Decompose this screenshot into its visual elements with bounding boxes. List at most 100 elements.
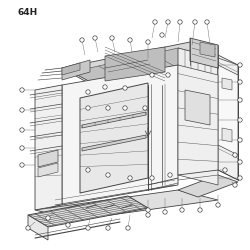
Circle shape: [124, 107, 126, 109]
Circle shape: [103, 85, 107, 89]
Polygon shape: [82, 135, 146, 151]
Circle shape: [20, 146, 24, 150]
Polygon shape: [178, 65, 218, 185]
Circle shape: [166, 73, 170, 77]
Circle shape: [46, 216, 50, 220]
Circle shape: [238, 160, 242, 164]
Circle shape: [106, 106, 110, 110]
Circle shape: [239, 161, 241, 163]
Polygon shape: [82, 112, 146, 128]
Circle shape: [154, 21, 156, 23]
Circle shape: [150, 176, 154, 180]
Circle shape: [93, 36, 97, 40]
Circle shape: [20, 128, 24, 132]
Circle shape: [87, 169, 89, 171]
Circle shape: [161, 34, 163, 36]
Circle shape: [87, 91, 89, 93]
Circle shape: [111, 37, 113, 39]
Circle shape: [21, 164, 23, 166]
Circle shape: [150, 73, 154, 77]
Circle shape: [239, 99, 241, 101]
Circle shape: [94, 37, 96, 39]
Circle shape: [216, 203, 220, 207]
Circle shape: [239, 177, 241, 179]
Circle shape: [205, 20, 209, 24]
Circle shape: [110, 36, 114, 40]
Polygon shape: [105, 47, 165, 81]
Circle shape: [168, 173, 172, 177]
Circle shape: [47, 217, 49, 219]
Circle shape: [233, 183, 237, 187]
Polygon shape: [222, 128, 232, 142]
Circle shape: [163, 210, 167, 214]
Circle shape: [129, 39, 131, 41]
Circle shape: [107, 227, 109, 229]
Circle shape: [107, 107, 109, 109]
Circle shape: [239, 64, 241, 66]
Circle shape: [166, 20, 170, 24]
Circle shape: [234, 184, 236, 186]
Circle shape: [21, 89, 23, 91]
Circle shape: [146, 40, 150, 44]
Circle shape: [87, 107, 89, 109]
Circle shape: [106, 226, 110, 230]
Circle shape: [21, 109, 23, 111]
Circle shape: [167, 21, 169, 23]
Circle shape: [224, 169, 226, 171]
Circle shape: [129, 177, 131, 179]
Circle shape: [151, 177, 153, 179]
Circle shape: [239, 139, 241, 141]
Circle shape: [160, 33, 164, 37]
Circle shape: [21, 147, 23, 149]
Circle shape: [198, 208, 202, 212]
Text: 64H: 64H: [17, 8, 37, 17]
Polygon shape: [80, 83, 148, 193]
Circle shape: [239, 81, 241, 83]
Circle shape: [123, 86, 127, 90]
Polygon shape: [62, 42, 218, 84]
Polygon shape: [178, 48, 218, 170]
Circle shape: [128, 176, 132, 180]
Circle shape: [104, 86, 106, 88]
Circle shape: [178, 20, 182, 24]
Polygon shape: [218, 65, 238, 155]
Polygon shape: [218, 55, 238, 180]
Circle shape: [81, 39, 83, 41]
Circle shape: [146, 208, 150, 212]
Polygon shape: [222, 78, 232, 90]
Circle shape: [206, 21, 208, 23]
Circle shape: [180, 208, 184, 212]
Polygon shape: [28, 196, 148, 227]
Polygon shape: [200, 42, 215, 57]
Circle shape: [107, 174, 109, 176]
Circle shape: [20, 163, 24, 167]
Circle shape: [146, 213, 150, 217]
Circle shape: [66, 223, 70, 227]
Circle shape: [143, 106, 147, 110]
Circle shape: [233, 153, 237, 157]
Circle shape: [123, 106, 127, 110]
Circle shape: [223, 168, 227, 172]
Circle shape: [127, 227, 129, 229]
Circle shape: [20, 108, 24, 112]
Circle shape: [126, 226, 130, 230]
Circle shape: [26, 226, 30, 230]
Polygon shape: [62, 60, 90, 80]
Polygon shape: [72, 48, 205, 86]
Circle shape: [164, 211, 166, 213]
Circle shape: [21, 129, 23, 131]
Circle shape: [147, 209, 149, 211]
Polygon shape: [38, 163, 58, 177]
Circle shape: [144, 107, 146, 109]
Circle shape: [128, 38, 132, 42]
Polygon shape: [178, 175, 238, 197]
Circle shape: [194, 21, 196, 23]
Polygon shape: [28, 215, 48, 240]
Circle shape: [86, 106, 90, 110]
Circle shape: [124, 87, 126, 89]
Circle shape: [238, 98, 242, 102]
Circle shape: [181, 209, 183, 211]
Circle shape: [147, 41, 149, 43]
Circle shape: [238, 80, 242, 84]
Circle shape: [86, 168, 90, 172]
